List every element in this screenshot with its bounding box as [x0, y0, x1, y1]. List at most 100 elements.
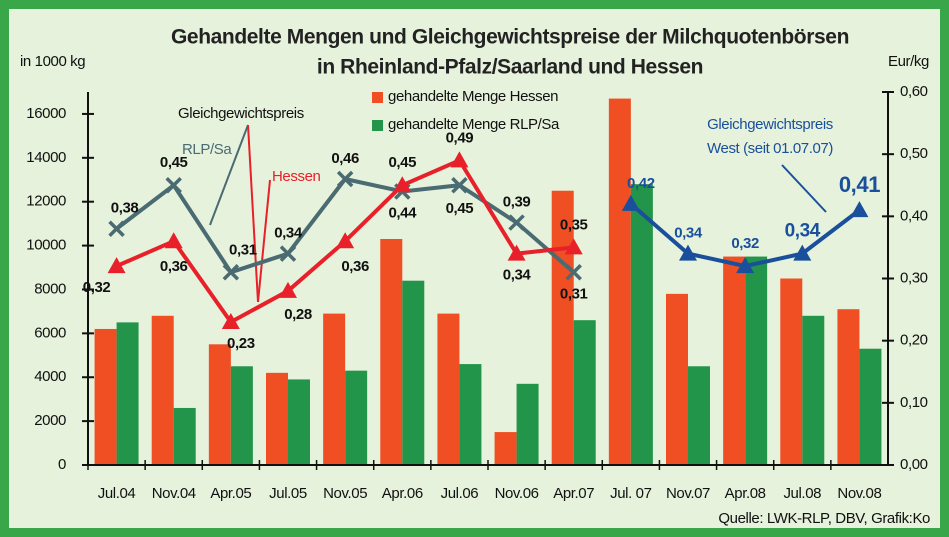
marker: [222, 264, 240, 281]
x-tick-label: Jul.05: [269, 485, 307, 502]
x-tick-label: Nov.08: [837, 485, 881, 502]
marker: [507, 244, 526, 261]
bar: [666, 293, 688, 465]
value-label: 0,32: [731, 235, 759, 252]
marker: [621, 194, 640, 211]
source: Quelle: LWK-RLP, DBV, Grafik:Ko: [718, 510, 930, 527]
value-label: 0,36: [341, 258, 369, 275]
marker: [336, 232, 355, 249]
y2-tick-label: 0,30: [900, 269, 928, 286]
bar: [780, 278, 803, 465]
bar: [859, 348, 882, 465]
bar: [837, 309, 860, 465]
x-tick-label: Nov.06: [495, 485, 539, 502]
x-tick-label: Apr.07: [553, 485, 594, 502]
x-tick-label: Apr.05: [210, 485, 251, 502]
bar: [402, 280, 425, 465]
value-label: 0,41: [839, 172, 880, 197]
annotation: RLP/Sa: [182, 141, 232, 158]
y2-tick-label: 0,50: [900, 145, 928, 162]
annotation: West (seit 01.07.07): [707, 140, 833, 157]
x-tick-label: Nov.05: [323, 485, 367, 502]
value-label: 0,44: [388, 204, 417, 221]
marker: [164, 232, 183, 249]
value-label: 0,46: [331, 150, 359, 167]
arrow: [247, 124, 259, 303]
y-axis-label: in 1000 kg: [20, 53, 85, 70]
marker: [393, 176, 412, 193]
value-label: 0,35: [560, 216, 588, 233]
value-label: 0,32: [83, 279, 111, 296]
bar: [437, 313, 460, 465]
y-tick-label: 2000: [34, 412, 66, 429]
bar: [94, 328, 117, 465]
value-label: 0,28: [284, 306, 312, 323]
x-tick-label: Jul.08: [783, 485, 821, 502]
y-tick-label: 6000: [34, 324, 66, 341]
marker: [279, 281, 297, 298]
marker: [450, 151, 469, 168]
y2-tick-label: 0,40: [900, 207, 928, 224]
bar: [723, 256, 746, 465]
value-label: 0,34: [274, 225, 303, 242]
y2-tick-label: 0,10: [900, 394, 928, 411]
arrow: [781, 164, 827, 213]
marker: [508, 214, 525, 231]
y2-axis-label: Eur/kg: [888, 53, 929, 70]
bar: [323, 313, 346, 465]
bar: [230, 366, 253, 465]
x-tick-label: Nov.07: [666, 485, 710, 502]
chart-title: Gehandelte Mengen und Gleichgewichtsprei…: [171, 26, 849, 49]
marker: [793, 244, 812, 261]
y-tick-label: 0: [58, 456, 66, 473]
value-label: 0,36: [160, 258, 188, 275]
y2-tick-label: 0,60: [900, 83, 928, 100]
y2-tick-label: 0,20: [900, 332, 928, 349]
arrow: [257, 179, 271, 303]
value-label: 0,45: [160, 154, 188, 171]
marker: [336, 170, 354, 188]
x-tick-label: Jul. 07: [610, 485, 651, 502]
bar: [345, 370, 368, 465]
y-tick-label: 10000: [26, 237, 66, 254]
marker: [451, 177, 468, 194]
annotation: Gleichgewichtspreis: [707, 116, 833, 133]
marker: [564, 238, 583, 255]
bar: [208, 344, 231, 465]
annotation: Gleichgewichtspreis: [178, 105, 304, 122]
x-tick-label: Apr.06: [382, 485, 423, 502]
bar: [608, 98, 631, 466]
marker: [565, 264, 582, 281]
y2-tick-label: 0,00: [900, 456, 928, 473]
y-tick-label: 14000: [26, 149, 66, 166]
value-label: 0,34: [674, 225, 703, 242]
arrow: [209, 124, 249, 226]
bar: [630, 184, 653, 465]
marker: [736, 257, 755, 274]
x-tick-label: Jul.04: [98, 485, 136, 502]
value-label: 0,45: [446, 200, 474, 217]
value-label: 0,34: [503, 267, 532, 284]
bar: [173, 407, 196, 465]
bar: [688, 366, 710, 465]
y-tick-label: 8000: [34, 280, 66, 297]
legend-swatch: [372, 92, 383, 103]
bar: [116, 322, 139, 465]
bar: [459, 364, 482, 465]
y-tick-label: 4000: [34, 368, 66, 385]
value-label: 0,42: [627, 175, 655, 192]
marker: [165, 177, 182, 194]
value-label: 0,49: [446, 129, 474, 146]
bar: [288, 379, 310, 465]
value-label: 0,23: [227, 335, 255, 352]
x-tick-label: Nov.04: [152, 485, 196, 502]
legend-swatch: [372, 120, 383, 131]
marker: [279, 245, 297, 262]
marker: [107, 257, 126, 274]
x-tick-label: Jul.06: [441, 485, 479, 502]
y-tick-label: 12000: [26, 193, 66, 210]
chart-title: in Rheinland-Pfalz/Saarland und Hessen: [317, 56, 703, 79]
legend-label: gehandelte Menge Hessen: [388, 88, 558, 105]
bar: [266, 372, 288, 465]
